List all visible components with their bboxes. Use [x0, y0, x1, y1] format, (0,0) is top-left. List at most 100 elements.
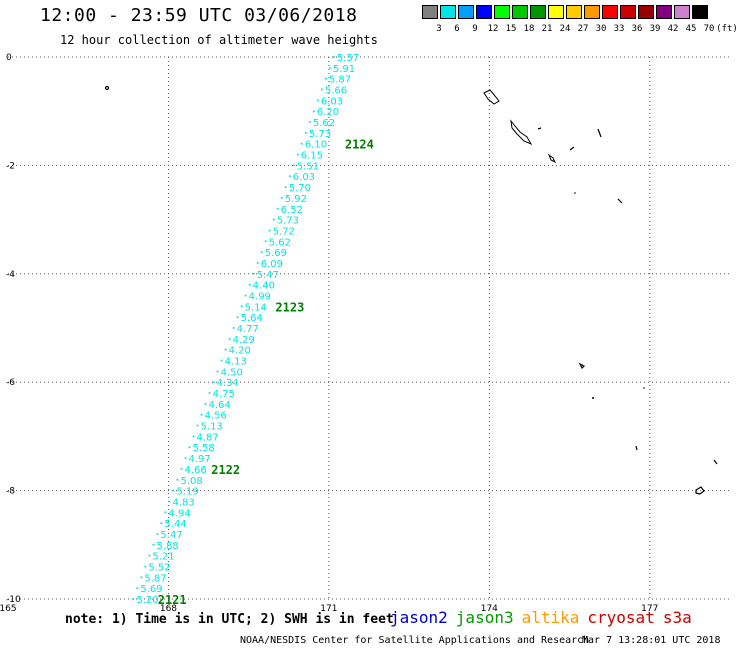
wave-height-value: 5.47: [257, 270, 279, 281]
wave-height-value: 6.03: [293, 172, 315, 183]
wave-height-value: 4.13: [225, 357, 247, 368]
track-point: [276, 207, 279, 210]
island: [574, 192, 576, 194]
pass-labels: 2124 2123 2122 2121: [158, 138, 374, 607]
wave-height-value: 5.91: [333, 64, 355, 75]
track-point: [292, 164, 295, 167]
island: [537, 127, 542, 130]
color-swatch: [530, 5, 546, 19]
color-swatch: [422, 5, 438, 19]
wave-height-value: 5.62: [269, 237, 291, 248]
wave-height-value: 5.87: [329, 75, 351, 86]
track-point: [236, 316, 239, 319]
track-point: [288, 175, 291, 178]
wave-height-value: 5.73: [277, 216, 299, 227]
color-swatch: [458, 5, 474, 19]
track-point: [132, 598, 135, 600]
island: [483, 89, 500, 105]
track-point: [140, 576, 143, 579]
track-point: [308, 121, 311, 124]
color-scale-label: 30: [595, 24, 607, 34]
track-point: [280, 196, 283, 199]
color-scale-label: 27: [577, 24, 589, 34]
track-point: [296, 153, 299, 156]
wave-height-value: 4.75: [213, 389, 235, 400]
island: [635, 445, 638, 451]
color-scale-label: 33: [613, 24, 625, 34]
track-point: [272, 218, 275, 221]
color-scale-label: 70: [703, 24, 715, 34]
longitude-label: 177: [641, 604, 658, 614]
color-swatch: [656, 5, 672, 19]
track-point: [300, 142, 303, 145]
color-scale-label: 42: [667, 24, 679, 34]
track-point: [204, 402, 207, 405]
satellite-legend-item: s3a: [662, 608, 692, 627]
wave-height-value: 6.09: [261, 259, 283, 270]
wave-height-value: 4.56: [205, 411, 227, 422]
color-swatch: [440, 5, 456, 19]
color-scale-label: 9: [472, 24, 478, 34]
island: [695, 486, 705, 495]
track-point: [196, 424, 199, 427]
color-scale-label: 15: [505, 24, 517, 34]
track-point: [320, 88, 323, 91]
track-point: [240, 305, 243, 308]
satellite-legend-item: cryosat: [587, 608, 655, 627]
wave-height-value: 5.69: [265, 248, 287, 259]
color-scale-label: 24: [559, 24, 571, 34]
wave-height-value: 5.57: [337, 53, 359, 64]
island: [713, 459, 718, 465]
map-subtitle: 12 hour collection of altimeter wave hei…: [60, 33, 378, 47]
track-point: [148, 554, 151, 557]
wave-height-value: 6.03: [321, 96, 343, 107]
wave-height-value: 5.21: [152, 552, 174, 563]
wave-height-value: 5.92: [285, 194, 307, 205]
latitude-label: -2: [6, 161, 15, 171]
color-swatch: [566, 5, 582, 19]
track-point: [136, 587, 139, 590]
generation-timestamp: Mar 7 13:28:01 UTC 2018: [582, 635, 721, 646]
track-point: [304, 131, 307, 134]
color-scale-label: 39: [649, 24, 661, 34]
island: [592, 397, 594, 399]
track-point: [244, 294, 247, 297]
island: [578, 362, 586, 370]
track-point: [248, 283, 251, 286]
color-swatch: [692, 5, 708, 19]
color-swatch: [620, 5, 636, 19]
wave-height-value: 6.10: [305, 140, 327, 151]
wave-height-value: 4.40: [253, 281, 275, 292]
wave-height-value: 5.72: [273, 226, 295, 237]
island: [597, 128, 602, 138]
latitude-label: -8: [6, 487, 15, 497]
track-point: [176, 478, 179, 481]
longitude-label: 168: [160, 604, 177, 614]
latitude-label: -6: [6, 378, 15, 388]
color-scale-label: 21: [541, 24, 553, 34]
pass-number-label: 2123: [275, 300, 304, 314]
track-point: [164, 511, 167, 514]
track-point: [168, 500, 171, 503]
track-point: [160, 522, 163, 525]
wave-height-value: 5.69: [140, 584, 162, 595]
wave-height-value: 4.77: [237, 324, 259, 335]
track-point: [208, 392, 211, 395]
wave-height-value: 5.51: [297, 161, 319, 172]
wave-height-value: 5.62: [313, 118, 335, 129]
track-point: [328, 66, 331, 69]
wave-height-value: 4.50: [221, 367, 243, 378]
track-point: [256, 261, 259, 264]
wave-height-value: 5.20: [136, 595, 158, 606]
wave-height-value: 5.13: [201, 422, 223, 433]
wave-height-value: 5.14: [245, 302, 267, 313]
wave-height-value: 4.64: [209, 400, 231, 411]
color-swatch: [584, 5, 600, 19]
wave-height-value: 5.19: [176, 487, 198, 498]
color-scale-label: 45: [685, 24, 697, 34]
map-title: 12:00 - 23:59 UTC 03/06/2018: [40, 5, 358, 26]
track-point: [268, 229, 271, 232]
wave-height-value: 6.15: [301, 151, 323, 162]
wave-height-value: 5.66: [325, 86, 347, 97]
wave-height-value: 6.52: [281, 205, 303, 216]
